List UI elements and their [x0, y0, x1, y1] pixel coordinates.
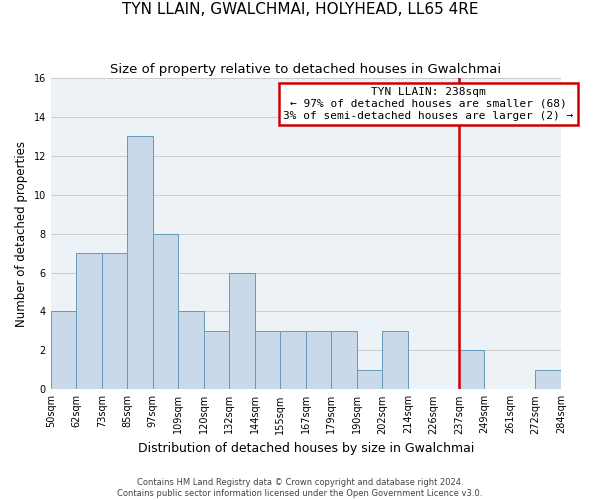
Bar: [280, 331, 306, 390]
Text: Contains HM Land Registry data © Crown copyright and database right 2024.
Contai: Contains HM Land Registry data © Crown c…: [118, 478, 482, 498]
Bar: [178, 312, 204, 390]
Bar: [459, 350, 484, 390]
Bar: [331, 331, 357, 390]
Bar: [382, 331, 408, 390]
Bar: [255, 331, 280, 390]
Bar: [229, 272, 255, 390]
Text: TYN LLAIN: 238sqm
← 97% of detached houses are smaller (68)
3% of semi-detached : TYN LLAIN: 238sqm ← 97% of detached hous…: [283, 88, 574, 120]
Y-axis label: Number of detached properties: Number of detached properties: [15, 140, 28, 326]
Bar: [102, 253, 127, 390]
Bar: [153, 234, 178, 390]
Bar: [51, 312, 76, 390]
X-axis label: Distribution of detached houses by size in Gwalchmai: Distribution of detached houses by size …: [137, 442, 474, 455]
Bar: [357, 370, 382, 390]
Bar: [535, 370, 561, 390]
Bar: [204, 331, 229, 390]
Bar: [76, 253, 102, 390]
Bar: [127, 136, 153, 390]
Bar: [306, 331, 331, 390]
Title: Size of property relative to detached houses in Gwalchmai: Size of property relative to detached ho…: [110, 62, 502, 76]
Text: TYN LLAIN, GWALCHMAI, HOLYHEAD, LL65 4RE: TYN LLAIN, GWALCHMAI, HOLYHEAD, LL65 4RE: [122, 2, 478, 18]
